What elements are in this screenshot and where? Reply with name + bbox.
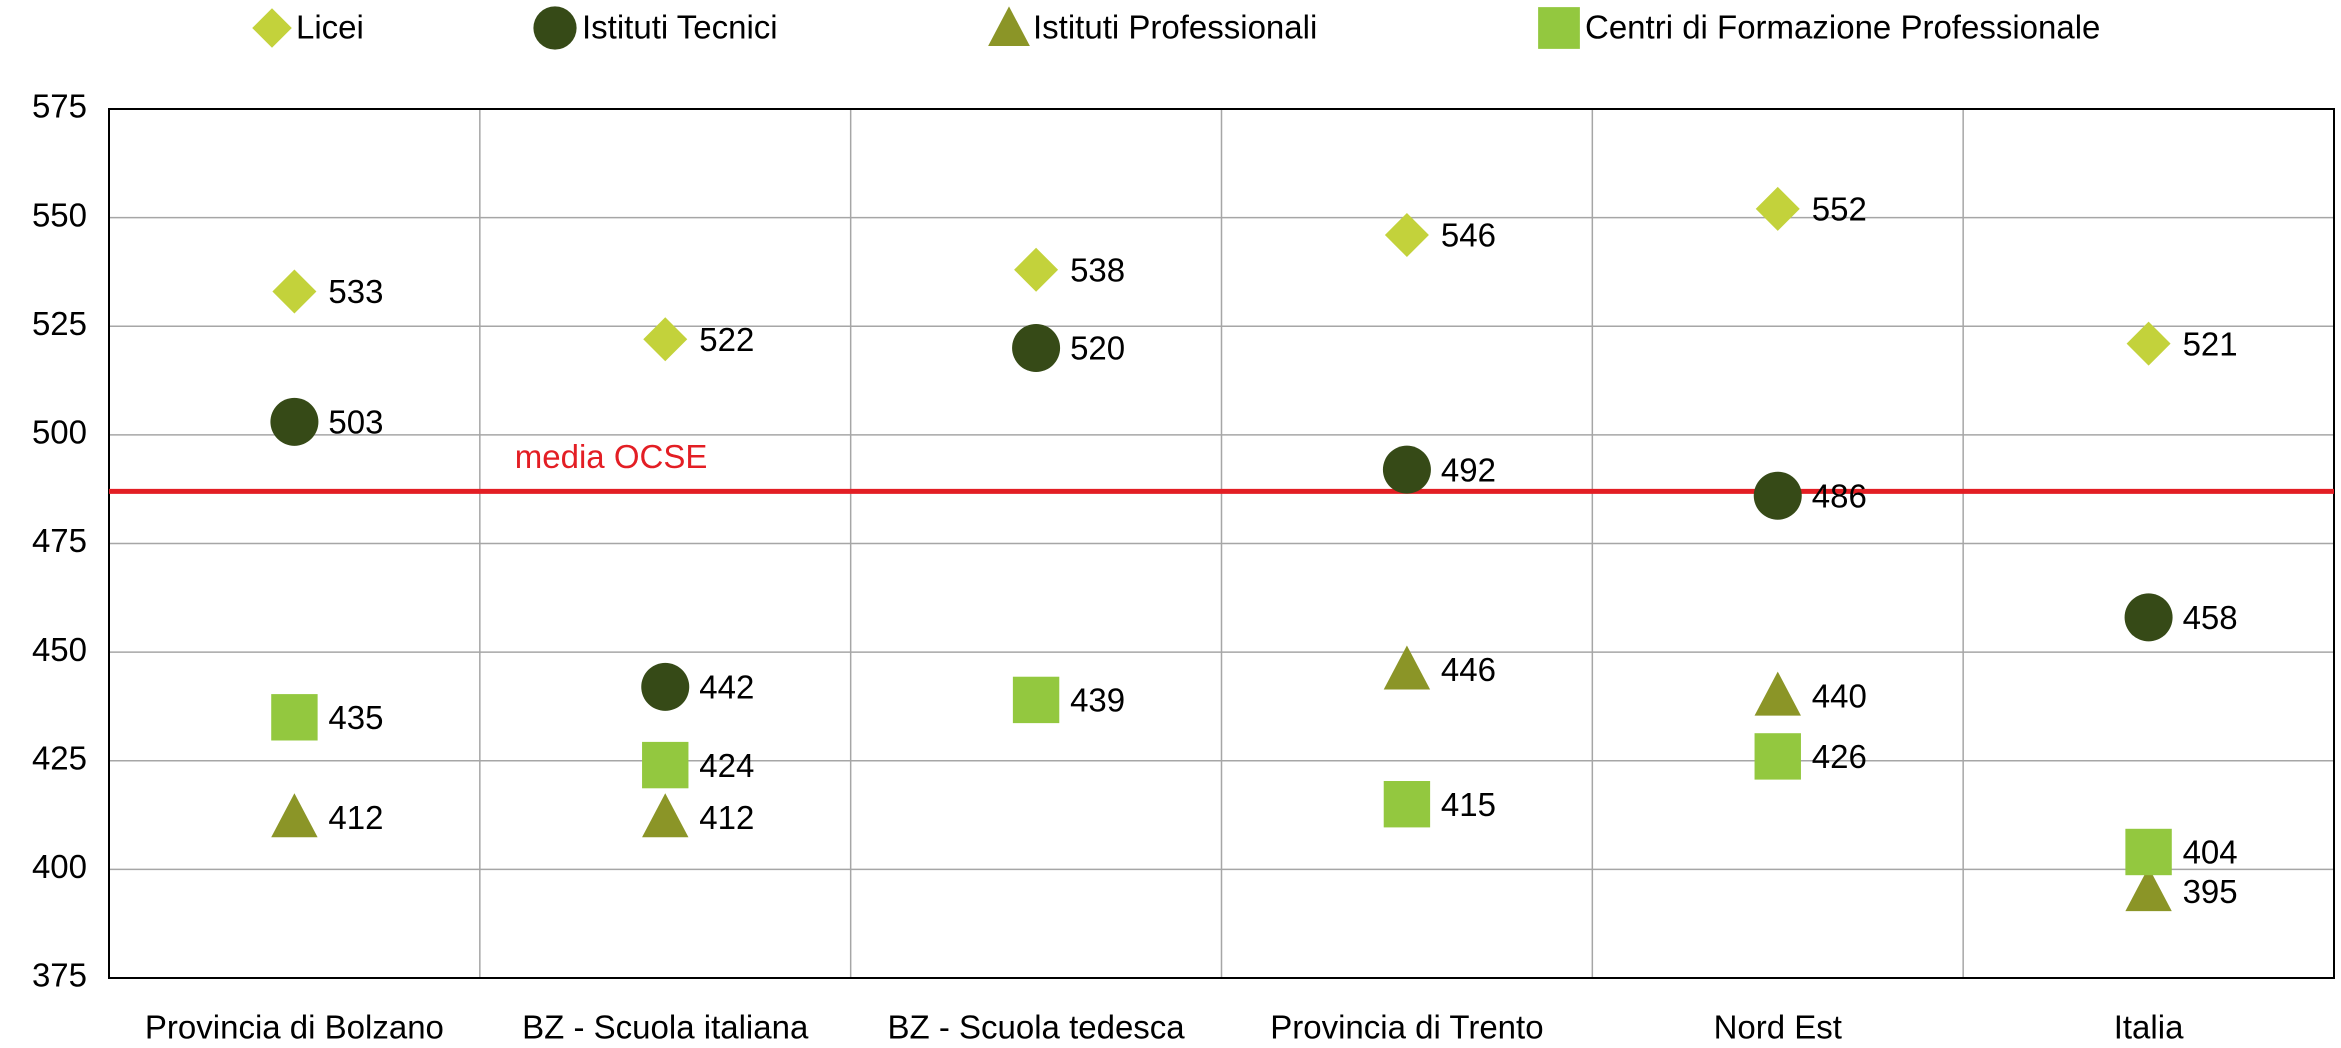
data-label: 521 [2183,325,2238,362]
legend-label: Licei [296,9,364,46]
legend-label: Istituti Tecnici [582,9,778,46]
data-label: 552 [1812,191,1867,228]
plot-frame [108,108,2335,979]
data-label: 442 [699,669,754,706]
marker [272,269,317,314]
data-label: 395 [2183,873,2238,910]
marker [642,793,689,838]
y-tick-label: 550 [32,196,87,233]
y-tick-label: 525 [32,305,87,342]
data-label: 503 [328,404,383,441]
marker [2125,867,2172,912]
legend-label: Centri di Formazione Professionale [1585,9,2100,46]
x-tick-label: Italia [2114,1009,2184,1046]
data-label: 538 [1070,251,1125,288]
data-label: 522 [699,321,754,358]
y-tick-label: 425 [32,739,87,776]
legend-marker [1538,7,1580,49]
data-label: 424 [699,747,754,784]
marker [1012,676,1060,724]
marker [271,694,318,741]
marker [2126,321,2171,366]
data-label: 435 [328,699,383,736]
x-tick-label: Provincia di Trento [1270,1009,1543,1046]
y-tick-label: 575 [32,88,87,125]
marker [641,662,690,711]
data-label: 546 [1441,217,1496,254]
x-tick-label: BZ - Scuola italiana [522,1009,809,1046]
marker [1754,671,1801,716]
legend-label: Istituti Professionali [1033,9,1317,46]
marker [1384,213,1429,258]
marker [1382,445,1431,494]
x-tick-label: Nord Est [1714,1009,1842,1046]
y-tick-label: 450 [32,631,87,668]
marker [642,741,689,789]
data-label: 415 [1441,786,1496,823]
data-label: 404 [2183,834,2238,871]
marker [1754,733,1801,780]
data-label: 520 [1070,330,1125,367]
data-label: 486 [1812,477,1867,514]
marker [1014,247,1059,292]
data-label: 412 [328,799,383,836]
marker [1383,781,1431,828]
data-label: 458 [2183,599,2238,636]
marker [1755,186,1800,231]
data-label: 492 [1441,451,1496,488]
y-tick-label: 500 [32,414,87,451]
legend-marker [252,8,292,48]
x-tick-label: BZ - Scuola tedesca [888,1009,1186,1046]
legend-marker [988,6,1030,46]
y-tick-label: 475 [32,522,87,559]
reference-label: media OCSE [515,438,708,475]
data-label: 533 [328,273,383,310]
marker [270,397,319,446]
data-label: 446 [1441,651,1496,688]
data-label: 426 [1812,738,1867,775]
data-label: 412 [699,799,754,836]
y-tick-label: 375 [32,957,87,994]
legend-marker [533,6,577,50]
data-label: 439 [1070,682,1125,719]
marker [2124,593,2173,642]
marker [643,317,688,362]
y-tick-label: 400 [32,848,87,885]
marker [1753,471,1802,520]
marker [1012,323,1061,372]
data-label: 440 [1812,677,1867,714]
x-tick-label: Provincia di Bolzano [145,1009,444,1046]
marker [1383,645,1431,690]
marker [2125,828,2172,876]
marker [271,793,318,838]
